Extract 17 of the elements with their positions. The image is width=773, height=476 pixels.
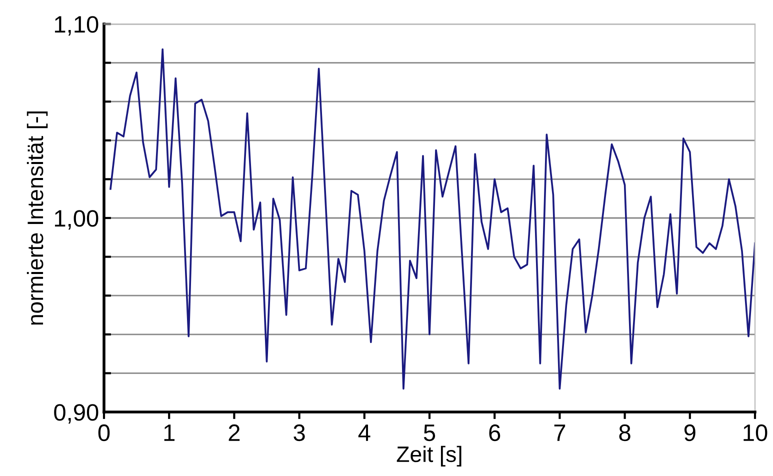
y-axis-title: normierte Intensität [-]: [26, 112, 48, 325]
x-tick-label: 9: [684, 424, 696, 442]
x-axis-title: Zeit [s]: [396, 446, 462, 467]
x-tick-label: 5: [424, 424, 436, 442]
x-tick-label: 0: [98, 424, 110, 442]
y-tick-label: 1,00: [54, 210, 98, 230]
line-series: [110, 48, 755, 390]
x-tick-label: 2: [228, 424, 240, 441]
x-tick-label: 1: [164, 424, 175, 441]
x-tick-label: 4: [358, 424, 370, 441]
x-tick-label: 8: [619, 424, 630, 442]
x-tick-label: 7: [554, 424, 566, 441]
x-tick-label: 10: [744, 424, 768, 442]
y-tick-label: 0,90: [54, 404, 98, 424]
y-tick-label: 1,10: [54, 16, 98, 36]
x-tick-label: 3: [294, 424, 305, 442]
x-tick-label: 6: [489, 424, 500, 442]
